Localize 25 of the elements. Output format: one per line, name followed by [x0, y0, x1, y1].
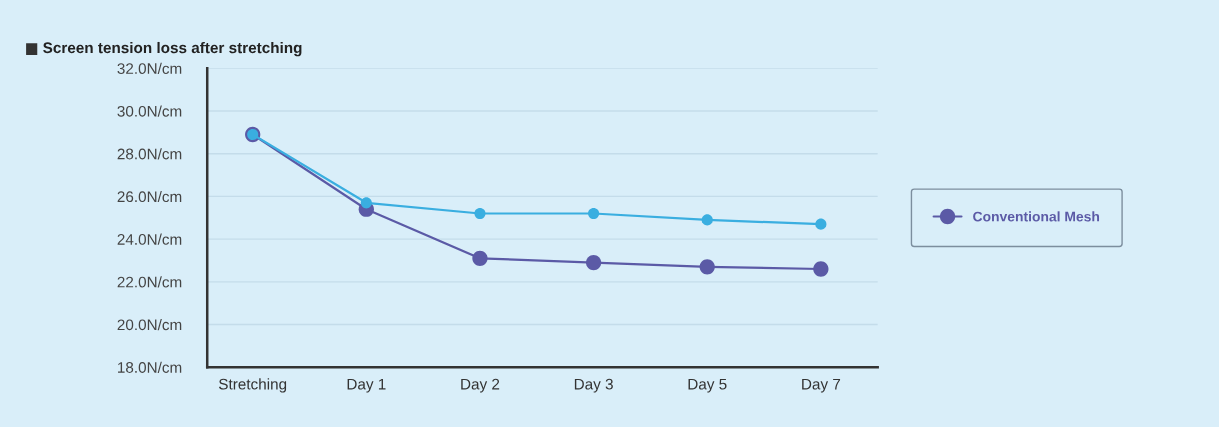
x-tick-label: Day 7: [802, 378, 841, 393]
y-tick-label: 22.0N/cm: [117, 276, 182, 288]
legend-label: Conventional Mesh: [973, 211, 1100, 222]
y-tick-label: 28.0N/cm: [117, 148, 182, 160]
point: [701, 214, 713, 226]
x-tick-label: Day 3: [574, 378, 613, 393]
point: [360, 197, 372, 209]
x-tick-label: Day 1: [347, 378, 386, 393]
y-tick-label: 20.0N/cm: [117, 318, 182, 331]
x-tick-label: Day 2: [461, 378, 500, 393]
y-tick-label: 24.0N/cm: [117, 233, 182, 245]
point: [472, 250, 488, 266]
point: [813, 261, 829, 277]
point: [585, 254, 602, 271]
point: [474, 207, 486, 220]
y-tick-label: 26.0N/cm: [117, 190, 182, 203]
point: [699, 259, 715, 275]
chart-title: Screen tension loss after stretching: [43, 41, 302, 57]
y-tick-label: 30.0N/cm: [117, 105, 182, 117]
x-tick-label: Stretching: [218, 378, 287, 393]
x-tick-label: Day 5: [688, 378, 727, 393]
y-tick-label: 18.0N/cm: [118, 361, 182, 373]
point: [588, 207, 600, 220]
point: [815, 218, 827, 230]
y-tick-label: 32.0N/cm: [117, 62, 182, 75]
